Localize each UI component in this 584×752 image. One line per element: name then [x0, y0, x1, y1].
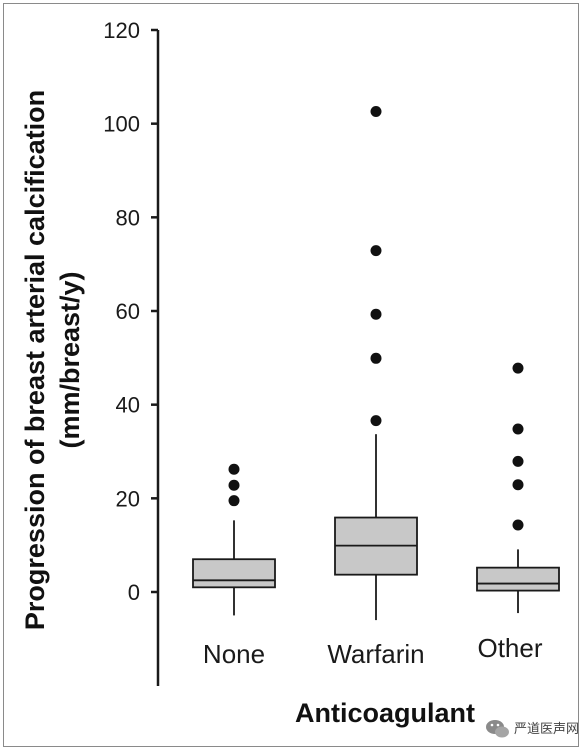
y-axis-title-line2: (mm/breast/y) — [55, 271, 85, 448]
y-tick-label: 40 — [116, 393, 140, 418]
box-group — [476, 362, 560, 614]
x-axis-title: Anticoagulant — [295, 698, 475, 728]
outlier-point — [512, 519, 524, 531]
x-category-label: Other — [477, 633, 542, 663]
outlier-point — [512, 423, 524, 435]
box-series — [192, 105, 560, 621]
wechat-icon — [486, 720, 509, 738]
outlier-point — [370, 415, 382, 427]
outlier-point — [370, 105, 382, 117]
x-category-labels: None Warfarin Other — [203, 633, 543, 669]
y-tick-label: 0 — [128, 580, 140, 605]
watermark-text: 严道医声网 — [514, 722, 579, 737]
y-tick-label: 60 — [116, 299, 140, 324]
outlier-point — [370, 245, 382, 257]
y-tick-label: 120 — [103, 18, 140, 43]
iqr-box — [192, 558, 276, 589]
outlier-point — [512, 362, 524, 374]
y-axis-ticks: 0 20 40 60 80 100 120 — [103, 18, 158, 605]
y-tick-label: 80 — [116, 205, 140, 230]
iqr-box — [476, 566, 560, 592]
y-tick-label: 20 — [116, 486, 140, 511]
x-category-label: Warfarin — [327, 639, 424, 669]
outlier-point — [512, 455, 524, 467]
y-axis-title-line1: Progression of breast arterial calcifica… — [20, 90, 50, 630]
outlier-point — [228, 495, 240, 507]
outlier-point — [512, 479, 524, 491]
outlier-point — [370, 352, 382, 364]
y-tick-label: 100 — [103, 112, 140, 137]
x-category-label: None — [203, 639, 265, 669]
box-group — [192, 463, 276, 616]
outlier-point — [370, 308, 382, 320]
box-group — [334, 105, 418, 621]
watermark: 严道医声网 — [486, 720, 579, 738]
outlier-point — [228, 463, 240, 475]
figure-frame — [3, 3, 579, 747]
outlier-point — [228, 479, 240, 491]
